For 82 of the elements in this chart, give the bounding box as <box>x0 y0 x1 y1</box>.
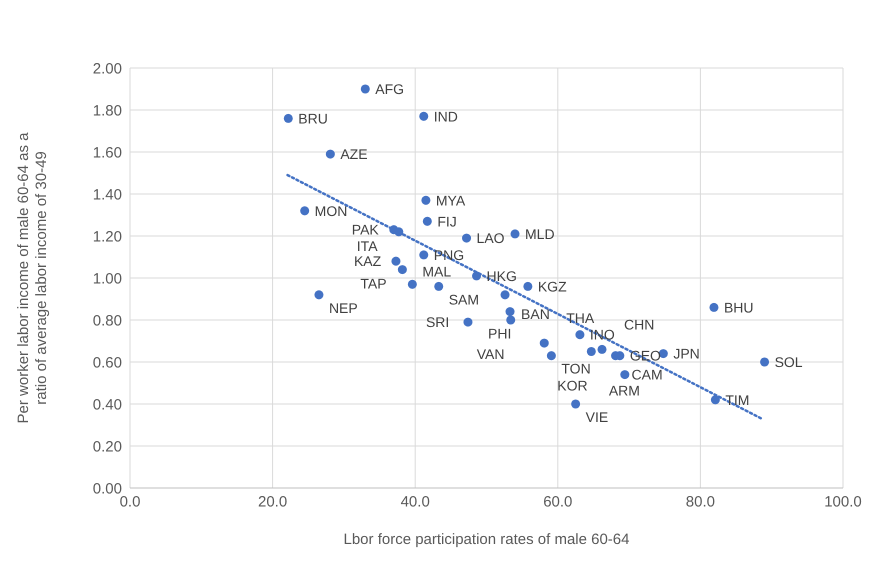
annotation: KGZ <box>538 278 568 294</box>
annotation: CAM <box>632 366 663 383</box>
x-tick-label: 60.0 <box>543 494 572 511</box>
point <box>463 318 472 327</box>
annotation: TON <box>561 360 591 377</box>
annotation: ARM <box>608 382 640 399</box>
annotation: CHN <box>624 316 654 332</box>
annotation: LAO <box>476 230 505 246</box>
point <box>540 338 549 348</box>
annotation: ITA <box>356 238 378 254</box>
point <box>597 344 607 354</box>
annotation: BAN <box>521 306 550 322</box>
point <box>419 250 428 260</box>
annotation: VIE <box>586 409 608 425</box>
point <box>500 290 510 300</box>
annotation: THA <box>566 310 595 326</box>
point <box>571 399 580 409</box>
point <box>575 330 584 340</box>
y-tick-label: 0.40 <box>92 396 122 414</box>
y-tick-label: 0.60 <box>92 354 122 372</box>
annotation: FIJ <box>437 213 457 230</box>
annotation: TIM <box>725 392 750 408</box>
point <box>506 307 515 316</box>
point <box>620 370 630 380</box>
y-tick-label: 1.00 <box>92 270 122 288</box>
x-axis-title: Lbor force participation rates of male 60-64 <box>344 531 630 548</box>
point <box>506 315 516 325</box>
annotation: TAP <box>360 276 387 292</box>
point <box>709 302 718 312</box>
point <box>586 346 596 356</box>
point <box>284 114 293 123</box>
y-tick-label: 1.20 <box>92 228 122 246</box>
point <box>398 265 407 274</box>
annotation: NEP <box>328 300 358 316</box>
y-axis-title: Per worker labor income of male 60-64 as a ratio of average labor income of 30-49 <box>15 132 50 424</box>
annotation: BRU <box>298 110 328 126</box>
annotation: JPN <box>673 346 700 362</box>
annotation: AFG <box>375 81 404 97</box>
point <box>434 282 444 291</box>
point <box>462 234 472 243</box>
point <box>419 112 428 121</box>
y-tick-label: 2.00 <box>92 60 122 78</box>
y-tick-label: 1.60 <box>92 144 122 162</box>
point <box>523 282 532 291</box>
point <box>391 256 400 266</box>
annotation: BHU <box>724 299 754 316</box>
annotation: MLD <box>525 226 555 242</box>
point <box>710 395 720 404</box>
annotation: SOL <box>774 354 803 370</box>
annotation: MON <box>314 202 348 219</box>
annotation: HKG <box>486 268 517 284</box>
annotation: MYA <box>436 192 466 208</box>
annotation: MAL <box>422 263 452 280</box>
annotation: PAK <box>352 222 380 238</box>
point <box>546 351 556 360</box>
y-tick-label: 0.80 <box>92 312 122 330</box>
x-tick-label: 40.0 <box>400 494 430 511</box>
annotation: IND <box>434 108 458 124</box>
annotation: SRI <box>426 314 450 330</box>
y-tick-label: 0.20 <box>92 438 122 456</box>
point <box>408 280 417 289</box>
point <box>421 196 430 205</box>
y-tick-label: 1.80 <box>92 102 122 120</box>
point <box>760 357 770 367</box>
point <box>314 290 324 300</box>
x-tick-label: 0.0 <box>120 494 140 511</box>
point <box>510 229 520 238</box>
x-tick-label: 80.0 <box>686 494 715 511</box>
point <box>422 216 432 226</box>
annotation: SAM <box>448 291 480 308</box>
point <box>326 150 335 159</box>
annotation: PHI <box>488 326 512 342</box>
annotation: VAN <box>476 346 504 362</box>
annotation: AZE <box>340 146 368 162</box>
y-tick-label: 1.40 <box>92 186 122 204</box>
y-tick-label: 0.00 <box>92 480 122 498</box>
annotation: KAZ <box>354 253 382 270</box>
annotation: KOR <box>557 378 588 394</box>
point <box>300 206 310 216</box>
point <box>360 84 370 94</box>
x-tick-label: 100.0 <box>824 494 862 511</box>
x-tick-label: 20.0 <box>258 494 288 511</box>
